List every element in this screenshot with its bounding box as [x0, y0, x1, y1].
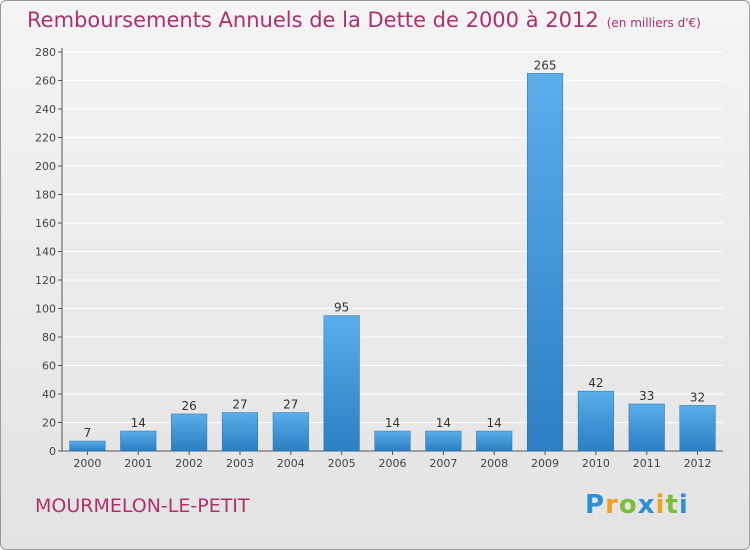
bar-2004 — [272, 412, 309, 452]
bars — [69, 73, 716, 452]
grid-lines — [62, 51, 723, 423]
bar-2008 — [476, 430, 513, 452]
x-tick-label-2003: 2003 — [226, 457, 254, 470]
bar-2000 — [69, 440, 106, 452]
value-label-2002: 26 — [181, 399, 196, 413]
value-label-2010: 42 — [588, 376, 603, 390]
tick-labels: 0 20 40 60 80 100 120 140 160 180 200 220 240 260 280 2… — [35, 46, 712, 470]
value-label-2008: 14 — [487, 416, 502, 430]
y-tick-label: 140 — [35, 246, 56, 259]
bar-2001 — [120, 430, 157, 452]
x-tick-label-2009: 2009 — [531, 457, 559, 470]
x-tick-label-2001: 2001 — [124, 457, 152, 470]
bar-2005 — [323, 315, 360, 452]
x-tick-label-2010: 2010 — [582, 457, 610, 470]
bar-2010 — [577, 390, 614, 452]
bar-2009 — [526, 73, 564, 452]
bar-2007 — [425, 430, 462, 452]
y-tick-label: 40 — [42, 388, 56, 401]
x-tick-label-2005: 2005 — [328, 457, 356, 470]
x-tick-label-2004: 2004 — [277, 457, 305, 470]
y-tick-label: 220 — [35, 132, 56, 145]
y-tick-label: 260 — [35, 75, 56, 88]
x-tick-label-2006: 2006 — [379, 457, 407, 470]
y-tick-label: 60 — [42, 360, 56, 373]
chart-subtitle: (en milliers d'€) — [606, 16, 701, 30]
x-tick-label-2012: 2012 — [684, 457, 712, 470]
bar-2006 — [374, 430, 411, 452]
value-label-2011: 33 — [639, 389, 654, 403]
proxiti-logo: Proxiti — [585, 490, 689, 520]
value-label-2000: 7 — [84, 426, 92, 440]
y-tick-label: 0 — [49, 445, 56, 458]
bar-2002 — [171, 413, 208, 452]
y-tick-label: 160 — [35, 217, 56, 230]
x-tick-label-2011: 2011 — [633, 457, 661, 470]
y-tick-label: 80 — [42, 331, 56, 344]
bar-2012 — [679, 405, 716, 452]
bar-2011 — [628, 403, 665, 452]
y-tick-label: 200 — [35, 160, 56, 173]
commune-name: MOURMELON-LE-PETIT — [35, 495, 250, 517]
value-label-2001: 14 — [131, 416, 146, 430]
value-label-2003: 27 — [232, 398, 247, 412]
x-tick-label-2000: 2000 — [73, 457, 101, 470]
y-tick-label: 180 — [35, 189, 56, 202]
chart-title: Remboursements Annuels de la Dette de 20… — [27, 8, 701, 32]
x-tick-label-2002: 2002 — [175, 457, 203, 470]
value-label-2012: 32 — [690, 390, 705, 404]
value-label-2006: 14 — [385, 416, 400, 430]
y-tick-label: 100 — [35, 303, 56, 316]
value-label-2004: 27 — [283, 398, 298, 412]
value-label-2007: 14 — [436, 416, 451, 430]
y-tick-label: 280 — [35, 46, 56, 59]
x-tick-label-2008: 2008 — [480, 457, 508, 470]
y-tick-label: 240 — [35, 103, 56, 116]
value-label-2005: 95 — [334, 301, 349, 315]
value-label-2009: 265 — [534, 58, 557, 72]
data-labels: 7 14 26 27 27 95 14 14 14 265 42 33 32 — [84, 58, 706, 440]
bar-2003 — [221, 412, 259, 452]
y-tick-label: 120 — [35, 274, 56, 287]
y-tick-label: 20 — [42, 417, 56, 430]
x-tick-label-2007: 2007 — [429, 457, 457, 470]
